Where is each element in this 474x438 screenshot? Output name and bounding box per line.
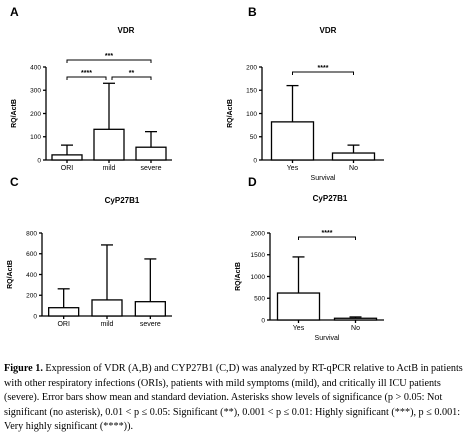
panel-a-y-axis-label: RQ/ActB [11, 99, 18, 128]
caption-text: Expression of VDR (A,B) and CYP27B1 (C,D… [4, 363, 463, 433]
panel-d-y-tick-label: 0 [261, 317, 265, 324]
panel-c-letter: C [10, 175, 19, 189]
panel-b-letter: B [248, 5, 257, 19]
panel-a-significance-bracket [66, 59, 152, 63]
panel-d-category-label-no: No [351, 325, 360, 332]
panel-b-x-axis-label: Survival [311, 175, 336, 182]
panel-b-bar-yes [270, 121, 315, 161]
panel-c-category-label-ori: ORI [57, 321, 70, 328]
figure-caption: Figure 1. Expression of VDR (A,B) and CY… [4, 362, 470, 435]
panel-d-bar-no [333, 317, 378, 321]
panel-a-title: VDR [118, 26, 135, 35]
panel-a-y-tick-label: 400 [30, 64, 41, 71]
panel-b-category-label-no: No [349, 165, 358, 172]
panel-d-letter: D [248, 175, 257, 189]
panel-c-y-tick-label: 0 [33, 313, 37, 320]
panel-a-bar-mild [93, 128, 125, 161]
panel-c-y-tick-label: 200 [26, 293, 37, 300]
panel-c-category-label-severe: severe [140, 321, 161, 328]
panel-a-letter: A [10, 5, 19, 19]
caption-label: Figure 1. [4, 363, 43, 374]
panel-a-category-label-mild: mild [103, 165, 116, 172]
panel-b-y-tick-label: 50 [250, 134, 258, 141]
panel-a-significance-label: ** [129, 70, 135, 77]
panel-b-y-tick-label: 150 [246, 88, 257, 95]
panel-b-y-tick-label: 200 [246, 64, 257, 71]
panel-d-x-axis-label: Survival [315, 335, 340, 342]
panel-d-significance-label: **** [322, 230, 333, 237]
panel-b-significance-bracket [292, 71, 354, 75]
panel-b-significance-label: **** [318, 65, 329, 72]
panel-c-y-tick-label: 600 [26, 251, 37, 258]
panel-c-y-axis-label: RQ/ActB [7, 260, 14, 289]
panel-c-bar-ori [48, 307, 80, 317]
panel-a-significance-bracket [66, 76, 107, 80]
panel-c-bar-mild [91, 299, 123, 317]
panel-d-y-tick-label: 1500 [251, 252, 266, 259]
panel-a-y-tick-label: 200 [30, 111, 41, 118]
panel-b-y-axis-label: RQ/ActB [227, 99, 234, 128]
panel-b-title: VDR [320, 26, 337, 35]
panel-d-bar-yes [276, 292, 321, 321]
panel-a-category-label-severe: severe [140, 165, 161, 172]
panel-a-significance-label: *** [105, 53, 113, 60]
panel-a-y-tick-label: 0 [37, 157, 41, 164]
panel-c-y-tick-label: 800 [26, 230, 37, 237]
panel-b-y-tick-label: 0 [253, 157, 257, 164]
panel-d-y-tick-label: 500 [254, 296, 265, 303]
panel-a-bar-severe [135, 146, 167, 161]
panel-a-significance-label: **** [81, 70, 92, 77]
panel-d-y-tick-label: 2000 [251, 230, 266, 237]
panel-c-y-tick-label: 400 [26, 272, 37, 279]
panel-a-y-tick-label: 300 [30, 88, 41, 95]
panel-a-bar-ori [51, 154, 83, 161]
panel-b-bar-no [331, 152, 376, 161]
panel-d-category-label-yes: Yes [293, 325, 305, 332]
panel-c-bar-severe [134, 301, 166, 317]
panel-d-y-axis-label: RQ/ActB [235, 262, 242, 291]
panel-d-y-tick-label: 1000 [251, 274, 266, 281]
panel-c-title: CyP27B1 [105, 196, 140, 205]
panel-c-category-label-mild: mild [101, 321, 114, 328]
panel-b-category-label-yes: Yes [287, 165, 299, 172]
panel-b-y-tick-label: 100 [246, 111, 257, 118]
panel-a-significance-bracket [111, 76, 152, 80]
panel-d-significance-bracket [298, 236, 356, 240]
panel-d-title: CyP27B1 [313, 194, 348, 203]
panel-a-y-tick-label: 100 [30, 134, 41, 141]
panel-a-category-label-ori: ORI [61, 165, 74, 172]
